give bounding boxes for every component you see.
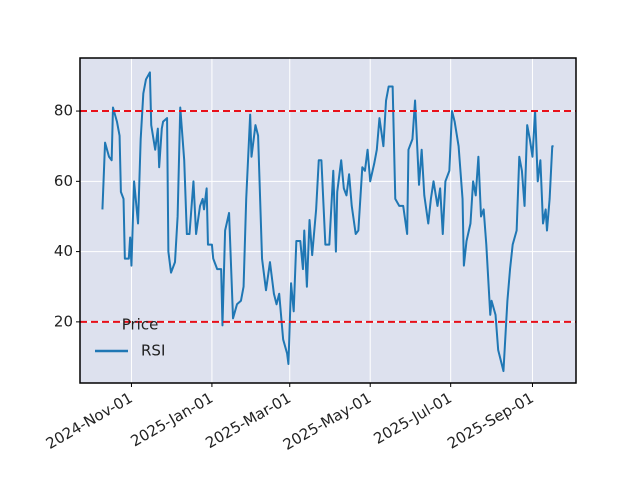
y-tick-label: 20 [54,312,73,330]
x-tick-label: 2025-Mar-01 [202,389,294,452]
plot-area [80,58,576,383]
y-tick-label: 60 [54,172,73,190]
line [101,71,554,373]
plot-frame [79,57,577,384]
x-tick-label: 2025-Jan-01 [127,389,216,451]
x-tick-label: 2025-Jul-01 [371,389,455,448]
legend-label: RSI [141,342,165,360]
x-tick-label: 2025-May-01 [280,389,375,454]
y-tick-label: 40 [54,242,73,260]
legend-title: Price [122,316,159,334]
x-tick-label: 2025-Sep-01 [444,389,536,453]
y-tick-label: 80 [54,102,73,120]
x-tick-label: 2024-Nov-01 [43,389,136,453]
